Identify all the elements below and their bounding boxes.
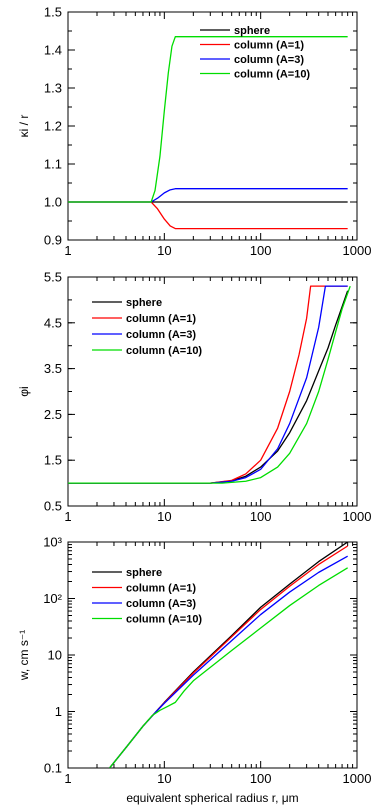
y-tick-label: 4.5 [44,315,62,330]
y-axis-label: w, cm s⁻¹ [17,630,31,681]
legend-label: column (A=3) [126,329,196,341]
y-tick-label: 1 [55,704,62,719]
series-line-column-a-1- [68,285,348,484]
legend: sphere column (A=1) column (A=3) column (A=… [200,25,310,81]
y-axis-label: κi / r [17,115,31,138]
series-line-column-a-10- [109,567,348,768]
legend-label: sphere [126,297,162,309]
y-tick-label: 1.1 [44,157,62,172]
legend-label: column (A=3) [234,54,304,66]
legend: sphere column (A=1) column (A=3) column (A=… [92,567,202,626]
legend: sphere column (A=1) column (A=3) column (A=… [92,297,202,357]
y-tick-label: 0.1 [44,761,62,776]
legend-label: column (A=1) [126,583,196,595]
x-tick-label: 100 [250,243,272,258]
x-tick-label: 10 [157,509,171,524]
y-tick-label: 1.5 [44,5,62,20]
legend-label: sphere [126,567,162,579]
y-tick-label: 1.2 [44,119,62,134]
series-line-column-a-10- [68,36,348,203]
y-tick-label: 1.4 [44,43,62,58]
legend-label: column (A=3) [126,598,196,610]
x-tick-label: 100 [250,509,272,524]
y-tick-label: 1.5 [44,453,62,468]
series-line-column-a-1- [68,201,348,230]
series-group [68,285,351,484]
legend-label: column (A=10) [234,69,310,81]
y-tick-label: 5.5 [44,270,62,285]
x-tick-label: 1 [64,771,71,786]
x-tick-label: 1 [64,509,71,524]
legend-label: sphere [234,25,270,37]
x-tick-label: 100 [250,771,272,786]
y-tick-label: 3.5 [44,361,62,376]
x-tick-label: 1000 [343,243,372,258]
y-tick-label: 1.3 [44,81,62,96]
panel-2: 1 10 100 1000 0.5 1.5 2.5 3.5 4.5 5.5 φi sphere colu… [17,270,371,525]
series-group [109,542,349,768]
legend-label: column (A=10) [126,614,202,626]
legend-label: column (A=10) [126,345,202,357]
legend-label: column (A=1) [126,313,196,325]
x-tick-label: 1000 [343,771,372,786]
series-line-column-a-3- [68,285,348,484]
y-tick-label: 10³ [43,535,62,550]
x-tick-label: 10 [157,243,171,258]
x-axis-label: equivalent spherical radius r, μm [126,791,298,805]
series-line-column-a-10- [68,285,351,484]
series-group [68,36,348,230]
y-tick-label: 0.9 [44,233,62,248]
x-tick-label: 1 [64,243,71,258]
y-tick-label: 2.5 [44,407,62,422]
y-tick-label: 0.5 [44,499,62,514]
legend-label: column (A=1) [234,40,304,52]
series-line-column-a-3- [68,188,348,203]
x-tick-label: 1000 [343,509,372,524]
y-tick-label: 1.0 [44,195,62,210]
panel-1: 1 10 100 1000 0.9 1.0 1.1 1.2 1.3 1.4 1.5 κi / r sph… [17,5,371,259]
plot-frame [67,11,358,241]
y-tick-label: 10 [48,648,62,663]
x-tick-label: 10 [157,771,171,786]
y-axis-label: φi [17,386,31,396]
series-line-column-a-1- [109,545,349,768]
y-tick-label: 10² [43,591,62,606]
plot-frame [67,276,358,507]
